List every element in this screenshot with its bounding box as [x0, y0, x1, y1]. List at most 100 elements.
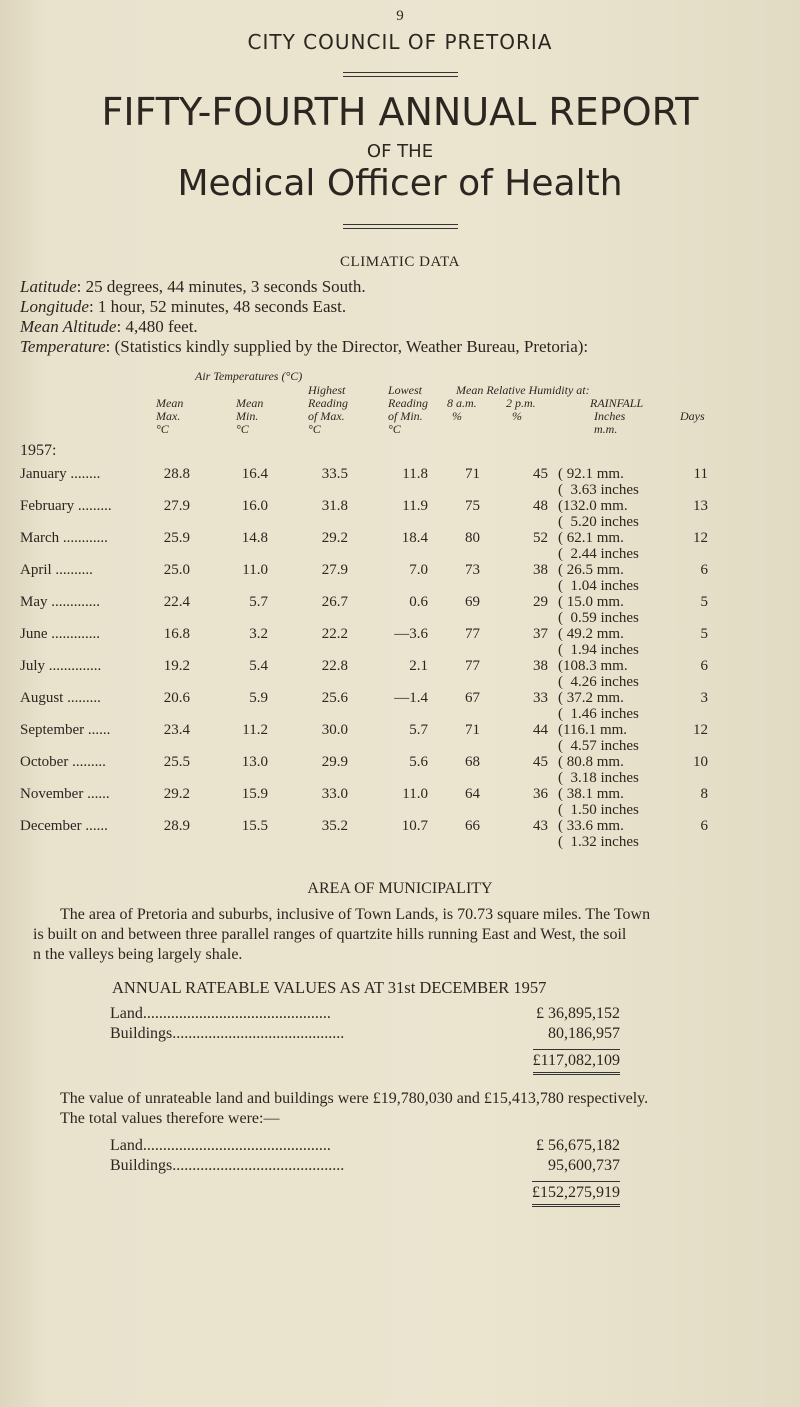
- cell-rain-mm: (116.1 mm.: [558, 722, 628, 738]
- cell-rain-mm: ( 33.6 mm.: [558, 818, 624, 834]
- latitude-line: Latitude: 25 degrees, 44 minutes, 3 seco…: [20, 277, 366, 296]
- cell-rain-inches: ( 0.59 inches: [558, 610, 639, 626]
- cell-days: 3: [700, 690, 709, 706]
- cell-rain-mm: ( 62.1 mm.: [558, 530, 624, 546]
- cell-min: 14.8: [241, 530, 268, 546]
- cell-min: 5.4: [249, 658, 268, 674]
- header-highest: Reading: [308, 396, 348, 410]
- cell-rain-inches: ( 1.46 inches: [558, 706, 639, 722]
- cell-days: 12: [693, 530, 708, 546]
- cell-rain-inches: ( 2.44 inches: [558, 546, 639, 562]
- header-inches: Inches: [594, 409, 626, 423]
- month-label: September ......: [20, 722, 111, 738]
- cell-lo: 5.6: [409, 754, 428, 770]
- cell-max: 20.6: [163, 690, 190, 706]
- cell-min: 16.0: [241, 498, 268, 514]
- section-area: AREA OF MUNICIPALITY: [307, 880, 493, 897]
- grand-total: £152,275,919: [532, 1181, 620, 1207]
- month-label: June .............: [20, 626, 100, 642]
- header-2pm-unit: %: [512, 409, 522, 423]
- header-mean-min: °C: [236, 422, 249, 436]
- page-number: 9: [396, 8, 404, 24]
- cell-days: 6: [700, 658, 709, 674]
- cell-rain-inches: ( 5.20 inches: [558, 514, 639, 530]
- cell-max: 25.5: [163, 754, 190, 770]
- cell-rain-inches: ( 1.94 inches: [558, 642, 639, 658]
- header-8am-unit: %: [452, 409, 462, 423]
- cell-hi: 35.2: [321, 818, 348, 834]
- rateable-buildings-value: 80,186,957: [548, 1025, 620, 1042]
- cell-am: 64: [465, 786, 480, 802]
- report-heading: Medical Officer of Health: [177, 163, 623, 204]
- header-air-temperatures: Air Temperatures (°C): [195, 369, 303, 383]
- cell-days: 5: [700, 594, 709, 610]
- cell-lo: 7.0: [409, 562, 428, 578]
- header-mean-max: Mean: [156, 396, 184, 410]
- cell-rain-mm: (108.3 mm.: [558, 658, 628, 674]
- cell-min: 11.0: [242, 562, 268, 578]
- cell-days: 5: [700, 626, 709, 642]
- header-2pm: 2 p.m.: [506, 396, 536, 410]
- header-lowest: of Min.: [388, 409, 423, 423]
- cell-rain-inches: ( 1.50 inches: [558, 802, 639, 818]
- cell-hi: 33.0: [321, 786, 348, 802]
- cell-lo: 11.8: [402, 466, 428, 482]
- header-8am: 8 a.m.: [447, 396, 477, 410]
- cell-min: 15.5: [241, 818, 268, 834]
- rateable-land-value: £ 36,895,152: [536, 1005, 620, 1022]
- cell-lo: 0.6: [409, 594, 428, 610]
- cell-min: 5.7: [249, 594, 268, 610]
- month-label: April ..........: [20, 562, 93, 578]
- cell-rain-inches: ( 3.63 inches: [558, 482, 639, 498]
- cell-max: 28.8: [163, 466, 190, 482]
- total-buildings: Buildings...............................…: [110, 1157, 620, 1174]
- cell-am: 71: [465, 466, 480, 482]
- cell-max: 29.2: [163, 786, 190, 802]
- total-land: Land....................................…: [110, 1137, 620, 1154]
- cell-min: 15.9: [241, 786, 268, 802]
- header-year: 1957:: [20, 442, 57, 459]
- cell-days: 11: [693, 466, 708, 482]
- rateable-total: £117,082,109: [532, 1049, 620, 1075]
- cell-rain-mm: ( 49.2 mm.: [558, 626, 624, 642]
- area-text-2: is built on and between three parallel r…: [33, 926, 627, 943]
- cell-rain-mm: ( 37.2 mm.: [558, 690, 624, 706]
- cell-min: 11.2: [242, 722, 268, 738]
- month-label: July ..............: [20, 658, 102, 674]
- cell-hi: 29.2: [321, 530, 348, 546]
- month-label: August .........: [20, 690, 101, 706]
- header-rainfall: RAINFALL: [590, 396, 644, 410]
- cell-min: 16.4: [241, 466, 268, 482]
- header-mean-min: Min.: [236, 409, 259, 423]
- header-lowest: °C: [388, 422, 401, 436]
- total-land-value: £ 56,675,182: [536, 1137, 620, 1154]
- cell-rain-mm: ( 92.1 mm.: [558, 466, 624, 482]
- month-label: February .........: [20, 498, 112, 514]
- cell-lo: —1.4: [394, 690, 428, 706]
- altitude-line: Mean Altitude: 4,480 feet.: [20, 317, 198, 336]
- cell-days: 12: [693, 722, 708, 738]
- cell-rain-inches: ( 1.32 inches: [558, 834, 639, 850]
- cell-rain-mm: ( 38.1 mm.: [558, 786, 624, 802]
- cell-am: 73: [465, 562, 480, 578]
- cell-rain-mm: ( 80.8 mm.: [558, 754, 624, 770]
- header-mm: m.m.: [594, 422, 618, 436]
- cell-pm: 45: [533, 466, 548, 482]
- cell-hi: 30.0: [321, 722, 348, 738]
- report-subtitle: OF THE: [366, 141, 434, 162]
- header-lowest: Lowest: [388, 383, 423, 397]
- temperature-line: Temperature: (Statistics kindly supplied…: [20, 337, 589, 356]
- cell-pm: 38: [533, 562, 548, 578]
- divider: [343, 224, 458, 229]
- cell-pm: 44: [533, 722, 548, 738]
- cell-rain-inches: ( 1.04 inches: [558, 578, 639, 594]
- cell-am: 69: [465, 594, 480, 610]
- cell-am: 77: [465, 658, 480, 674]
- cell-days: 13: [693, 498, 708, 514]
- divider: [343, 72, 458, 77]
- cell-pm: 38: [533, 658, 548, 674]
- header-lowest: Reading: [388, 396, 428, 410]
- month-label: May .............: [20, 594, 100, 610]
- unrateable-text-2: The total values therefore were:—: [60, 1110, 280, 1127]
